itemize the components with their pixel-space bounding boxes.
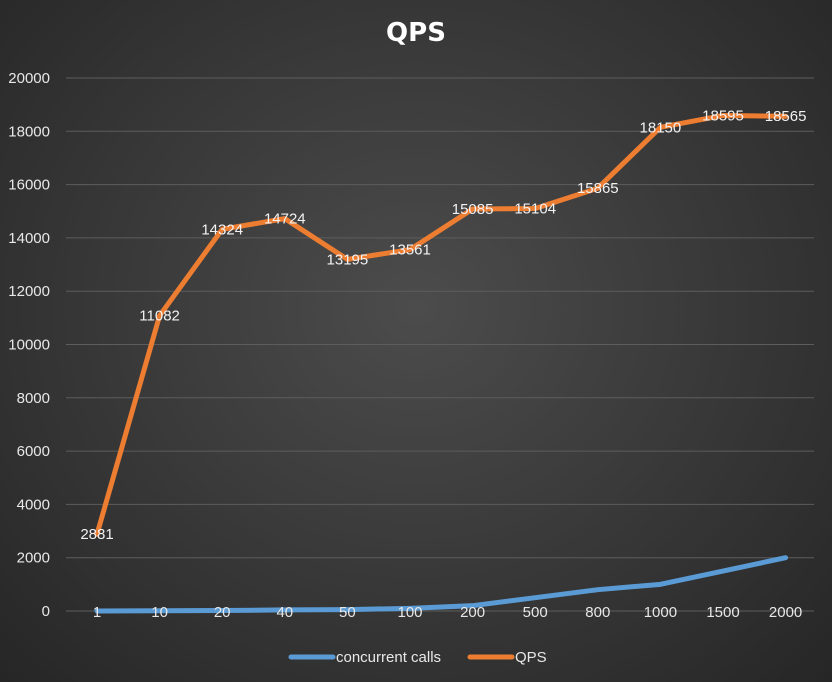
data-label: 18565 (765, 108, 807, 125)
series-line-qps (94, 112, 789, 537)
x-tick-label: 1 (93, 604, 101, 621)
x-tick-label: 2000 (769, 604, 802, 621)
x-tick-label: 200 (460, 604, 485, 621)
y-tick-label: 14000 (8, 230, 50, 247)
gridlines (66, 77, 814, 612)
legend-label: QPS (515, 649, 547, 666)
data-label: 18595 (702, 107, 744, 124)
data-label: 14324 (201, 221, 243, 238)
data-label: 18150 (640, 119, 682, 136)
y-tick-label: 16000 (8, 177, 50, 194)
x-tick-label: 800 (585, 604, 610, 621)
data-label: 14724 (264, 211, 306, 228)
y-tick-label: 0 (42, 603, 50, 620)
y-tick-label: 18000 (8, 123, 50, 140)
x-tick-label: 20 (214, 604, 231, 621)
data-label: 11082 (139, 308, 180, 325)
data-label: 15085 (452, 201, 494, 218)
data-label: 15104 (514, 200, 556, 217)
y-tick-label: 8000 (17, 390, 50, 407)
data-label: 13561 (389, 242, 431, 259)
x-axis-tick-labels: 1 10 20 40 50 100 200 500 800 1000 1500 2000 (93, 604, 802, 621)
x-tick-label: 1000 (644, 604, 677, 621)
y-tick-label: 6000 (17, 443, 50, 460)
y-axis-tick-labels: 0 2000 4000 6000 8000 10000 12000 14000 16000 180… (8, 70, 50, 620)
data-label: 2881 (80, 526, 113, 543)
series-lines (94, 112, 789, 614)
data-label: 13195 (327, 251, 369, 268)
x-tick-label: 10 (151, 604, 168, 621)
y-tick-label: 10000 (8, 337, 50, 354)
x-tick-label: 1500 (706, 604, 739, 621)
chart-title: QPS (386, 18, 446, 48)
legend: concurrent calls QPS (288, 649, 547, 666)
data-label: 15865 (577, 180, 619, 197)
series-line-concurrent-calls (94, 555, 789, 614)
x-tick-label: 500 (523, 604, 548, 621)
x-tick-label: 100 (397, 604, 422, 621)
x-tick-label: 40 (276, 604, 293, 621)
x-tick-label: 50 (339, 604, 356, 621)
y-tick-label: 20000 (8, 70, 50, 87)
y-tick-label: 4000 (17, 496, 50, 513)
data-labels: 2881 11082 14324 14724 13195 13561 15085 15104 1… (80, 107, 806, 543)
legend-label: concurrent calls (336, 649, 441, 666)
y-tick-label: 2000 (17, 550, 50, 567)
y-tick-label: 12000 (8, 283, 50, 300)
